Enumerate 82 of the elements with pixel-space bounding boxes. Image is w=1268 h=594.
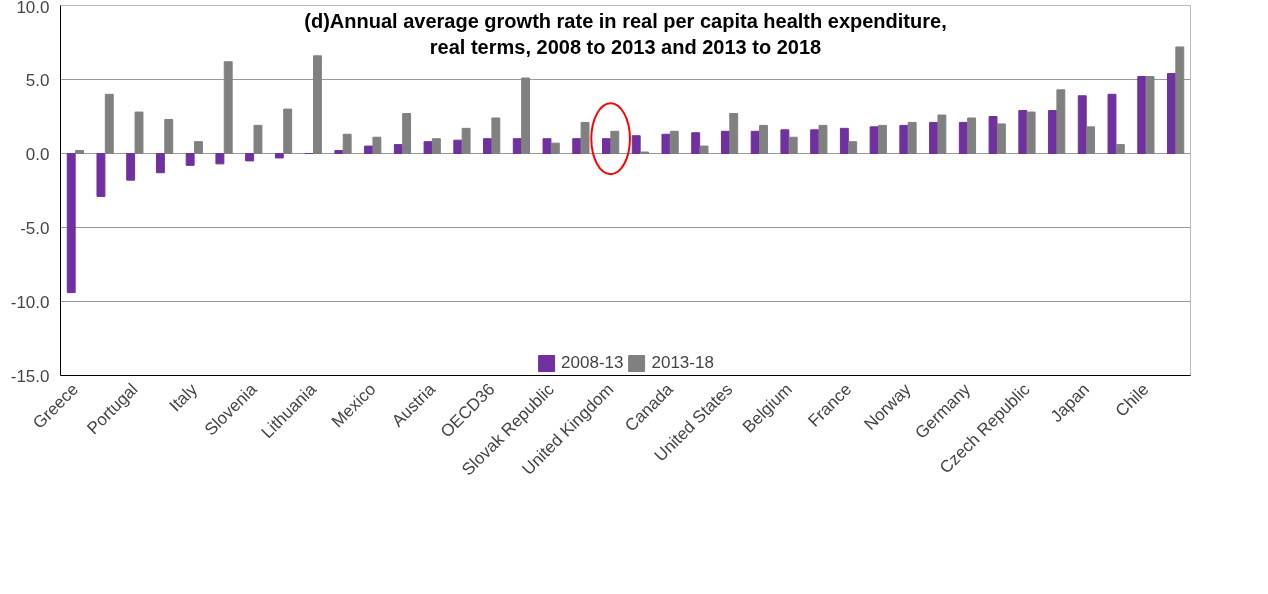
bar (283, 108, 293, 154)
bar (661, 133, 671, 154)
text: (d)Annual average growth rate in real per capita health expenditure, real terms, 2008 to 2013 and 2013 to 2018 (304, 9, 947, 58)
bar (245, 153, 255, 162)
bar (988, 116, 998, 154)
bar (729, 113, 739, 154)
bar (364, 145, 374, 154)
bar (483, 138, 492, 154)
bar (521, 77, 531, 154)
bar (1086, 126, 1096, 154)
bar (1107, 93, 1117, 154)
bar (810, 129, 820, 154)
bar (1077, 95, 1087, 154)
bar (691, 132, 701, 154)
bar (780, 129, 790, 154)
bar (899, 124, 909, 154)
bar (164, 118, 174, 154)
bar (1026, 111, 1036, 154)
bar (1137, 76, 1147, 154)
bar (66, 153, 76, 294)
bar (1018, 110, 1028, 154)
bar (1167, 73, 1176, 154)
bar (869, 126, 879, 154)
bar (580, 121, 590, 154)
bar (126, 153, 136, 181)
bar (572, 138, 582, 154)
bar (929, 121, 939, 154)
bar (461, 127, 471, 154)
bar (631, 135, 641, 154)
bar (402, 113, 412, 154)
bar (967, 117, 977, 154)
bar (215, 153, 225, 165)
bar (788, 136, 798, 154)
bar (958, 121, 968, 154)
bar (274, 153, 284, 159)
y-tick-label: 10.0 (16, 0, 50, 17)
y-tick-label: -5.0 (20, 218, 50, 238)
x-tick-label: Italy (165, 379, 202, 416)
bar (491, 117, 501, 154)
bar (194, 141, 203, 154)
bar (334, 150, 344, 154)
bar (75, 150, 84, 154)
bar (253, 124, 263, 154)
bar (907, 121, 917, 154)
bar (937, 114, 947, 154)
bar (602, 138, 611, 154)
legend-label: 2013-18 (651, 353, 714, 373)
bar (372, 136, 382, 154)
bar (453, 139, 463, 154)
bar (185, 153, 195, 166)
bar (312, 55, 322, 154)
bar (759, 124, 768, 154)
bar (996, 123, 1006, 154)
bar (223, 61, 233, 154)
bar (393, 144, 403, 154)
bar (610, 130, 620, 154)
bar (542, 138, 552, 154)
bar (699, 145, 709, 154)
y-tick-label: 0.0 (25, 144, 50, 164)
bar (423, 141, 433, 154)
y-tick-label: -10.0 (10, 292, 50, 312)
bar (155, 153, 165, 174)
bar (512, 138, 522, 154)
y-tick-label: 5.0 (25, 70, 50, 90)
bar (848, 141, 858, 154)
bar (431, 138, 441, 154)
bar (342, 133, 352, 154)
legend-label: 2008-13 (561, 353, 624, 373)
bar (134, 111, 144, 154)
bar (669, 130, 679, 154)
bar (1048, 110, 1057, 154)
y-tick-label: -15.0 (10, 366, 50, 386)
bar (1056, 89, 1066, 154)
bar (877, 124, 887, 154)
bar (96, 153, 106, 197)
bar (550, 142, 560, 154)
bar (1145, 76, 1155, 154)
bar (1175, 46, 1185, 154)
bar (818, 124, 828, 154)
bar (1115, 144, 1125, 154)
bar (839, 127, 849, 154)
bar (104, 93, 114, 154)
